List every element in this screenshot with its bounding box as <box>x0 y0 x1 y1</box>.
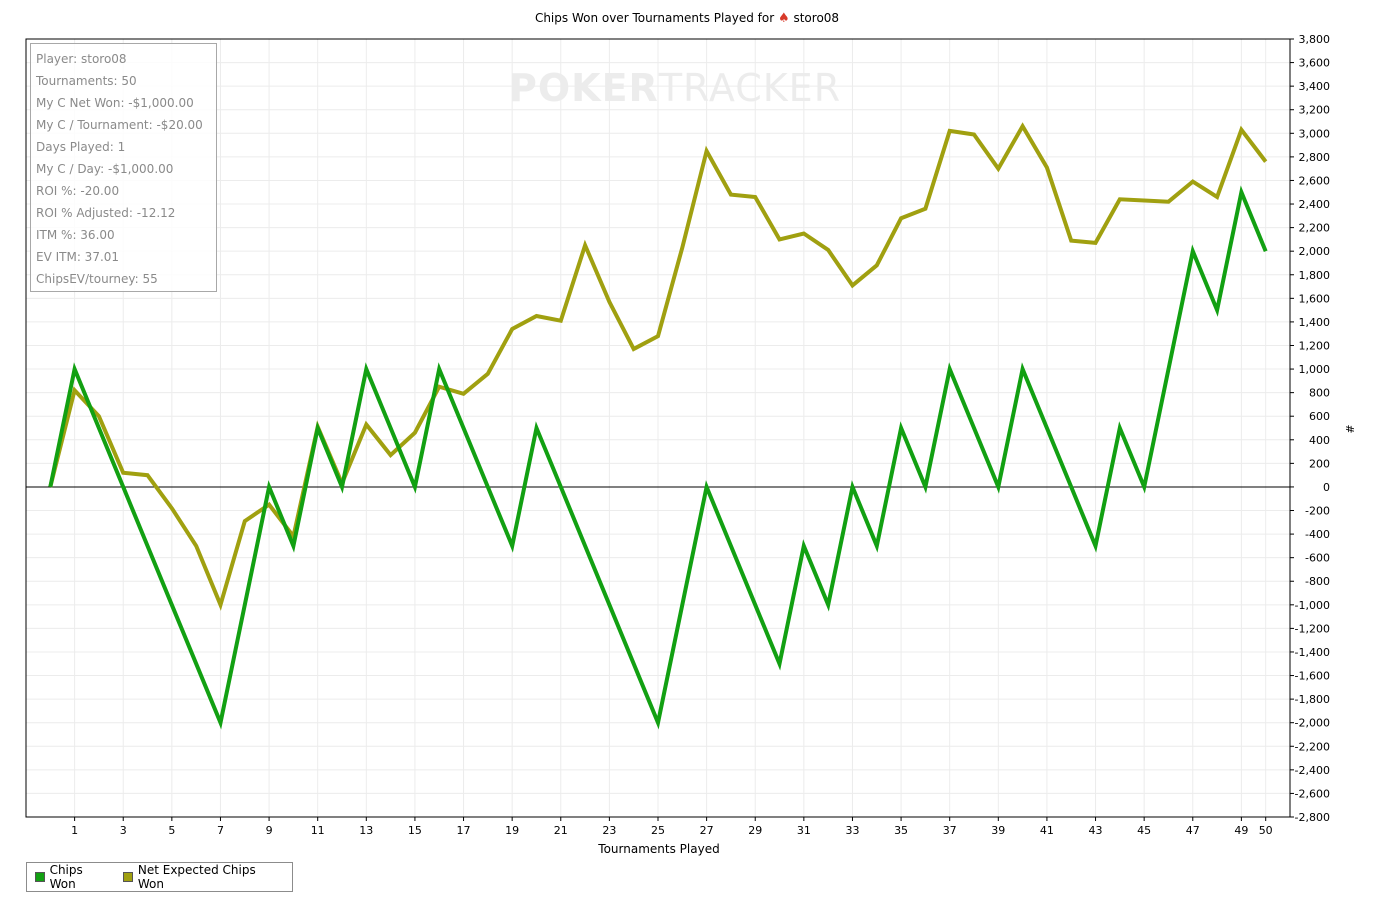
y-tick-label: 400 <box>1309 434 1330 447</box>
y-tick-label: 800 <box>1309 387 1330 400</box>
y-tick-label: 600 <box>1309 410 1330 423</box>
y-tick-label: 1,000 <box>1299 363 1331 376</box>
y-tick-label: 1,200 <box>1299 339 1331 352</box>
pokertracker-watermark: POKERTRACKER <box>509 66 841 110</box>
x-tick-label: 33 <box>845 824 859 837</box>
y-tick-label: -1,800 <box>1295 693 1330 706</box>
x-tick-label: 19 <box>505 824 519 837</box>
x-tick-label: 39 <box>991 824 1005 837</box>
y-tick-label: 1,400 <box>1299 316 1331 329</box>
y-tick-label: 2,400 <box>1299 198 1331 211</box>
stat-chipsev: ChipsEV/tourney: 55 <box>36 272 158 286</box>
x-axis-label: Tournaments Played <box>597 842 719 856</box>
x-tick-label: 23 <box>602 824 616 837</box>
legend-swatch-net-expected <box>123 872 133 882</box>
x-tick-label: 37 <box>943 824 957 837</box>
legend-label-chips-won: Chips Won <box>49 863 83 891</box>
x-tick-label: 13 <box>359 824 373 837</box>
x-tick-label: 9 <box>266 824 273 837</box>
y-tick-label: 2,200 <box>1299 222 1331 235</box>
y-tick-label: -1,600 <box>1295 670 1330 683</box>
legend-item-net-expected[interactable]: Net Expected Chips Won <box>123 863 278 891</box>
stat-tournaments: Tournaments: 50 <box>36 74 137 88</box>
x-tick-label: 21 <box>554 824 568 837</box>
spade-icon: ♠ <box>777 11 790 26</box>
y-tick-label: 3,400 <box>1299 80 1331 93</box>
stat-per-day: My C / Day: -$1,000.00 <box>36 162 174 176</box>
series-lines <box>48 122 1268 730</box>
y-tick-label: -1,000 <box>1295 599 1330 612</box>
x-tick-label: 1 <box>71 824 78 837</box>
y-tick-label: 1,600 <box>1299 292 1331 305</box>
x-tick-labels: 1 3 5 7 9 11 13 15 17 19 21 23 25 27 29 31 33 35 37 39 41 43 4… <box>71 817 1273 837</box>
stat-days-played: Days Played: 1 <box>36 140 126 154</box>
y-tick-label: 3,000 <box>1299 127 1331 140</box>
stat-player: Player: storo08 <box>36 52 127 66</box>
y-tick-labels: 3,800 3,600 3,400 3,200 3,000 2,800 2,600 2,400… <box>1290 33 1330 824</box>
legend-label-net-expected: Net Expected Chips Won <box>137 863 256 891</box>
chart-title-player: storo08 <box>793 11 840 25</box>
y-tick-label: -2,200 <box>1295 740 1330 753</box>
legend-item-chips-won[interactable]: Chips Won <box>35 863 109 891</box>
y-tick-label: -2,800 <box>1295 811 1330 824</box>
y-tick-label: 3,800 <box>1299 33 1331 46</box>
y-tick-label: 0 <box>1323 481 1330 494</box>
series-line-chips-won <box>48 185 1268 730</box>
y-tick-label: 2,000 <box>1299 245 1331 258</box>
x-tick-label: 41 <box>1040 824 1054 837</box>
x-tick-label: 17 <box>457 824 471 837</box>
y-tick-label: 3,600 <box>1299 57 1331 70</box>
y-tick-label: 200 <box>1309 457 1330 470</box>
x-tick-label: 27 <box>700 824 714 837</box>
stat-net-won: My C Net Won: -$1,000.00 <box>36 96 194 110</box>
y-tick-label: -1,400 <box>1295 646 1330 659</box>
stat-roi-adjusted: ROI % Adjusted: -12.12 <box>36 206 176 220</box>
stat-itm: ITM %: 36.00 <box>36 228 115 242</box>
y-tick-label: -2,000 <box>1295 717 1330 730</box>
x-tick-label: 25 <box>651 824 665 837</box>
stat-per-tournament: My C / Tournament: -$20.00 <box>36 118 203 132</box>
x-tick-label: 47 <box>1186 824 1200 837</box>
chart-title: Chips Won over Tournaments Played for ♠ … <box>0 11 1374 26</box>
watermark-poker: POKER <box>509 66 659 110</box>
x-tick-label: 29 <box>748 824 762 837</box>
x-tick-label: 7 <box>217 824 224 837</box>
y-axis-label: # <box>1343 424 1356 433</box>
y-tick-label: 2,800 <box>1299 151 1331 164</box>
watermark-tracker: TRACKER <box>658 66 842 110</box>
x-tick-label: 11 <box>311 824 325 837</box>
y-tick-label: -1,200 <box>1295 622 1330 635</box>
chart-legend: Chips Won Net Expected Chips Won <box>26 862 293 892</box>
chart-title-text: Chips Won over Tournaments Played for <box>534 11 775 25</box>
y-tick-label: -800 <box>1305 575 1330 588</box>
stats-panel: Player: storo08 Tournaments: 50 My C Net… <box>30 43 217 292</box>
x-tick-label: 35 <box>894 824 908 837</box>
x-tick-label: 31 <box>797 824 811 837</box>
x-tick-label: 3 <box>120 824 127 837</box>
legend-swatch-chips-won <box>35 872 45 882</box>
series-line-net-expected <box>48 122 1268 611</box>
stat-ev-itm: EV ITM: 37.01 <box>36 250 120 264</box>
x-tick-label: 5 <box>168 824 175 837</box>
x-tick-label: 43 <box>1089 824 1103 837</box>
y-tick-label: -200 <box>1305 505 1330 518</box>
x-tick-label: 49 <box>1234 824 1248 837</box>
y-tick-label: 3,200 <box>1299 104 1331 117</box>
y-tick-label: -400 <box>1305 528 1330 541</box>
y-tick-label: -600 <box>1305 552 1330 565</box>
y-tick-label: 1,800 <box>1299 269 1331 282</box>
x-tick-label: 15 <box>408 824 422 837</box>
x-tick-label: 45 <box>1137 824 1151 837</box>
y-tick-label: 2,600 <box>1299 174 1331 187</box>
y-tick-label: -2,600 <box>1295 787 1330 800</box>
y-tick-label: -2,400 <box>1295 764 1330 777</box>
stat-roi: ROI %: -20.00 <box>36 184 120 198</box>
x-tick-label: 50 <box>1259 824 1273 837</box>
